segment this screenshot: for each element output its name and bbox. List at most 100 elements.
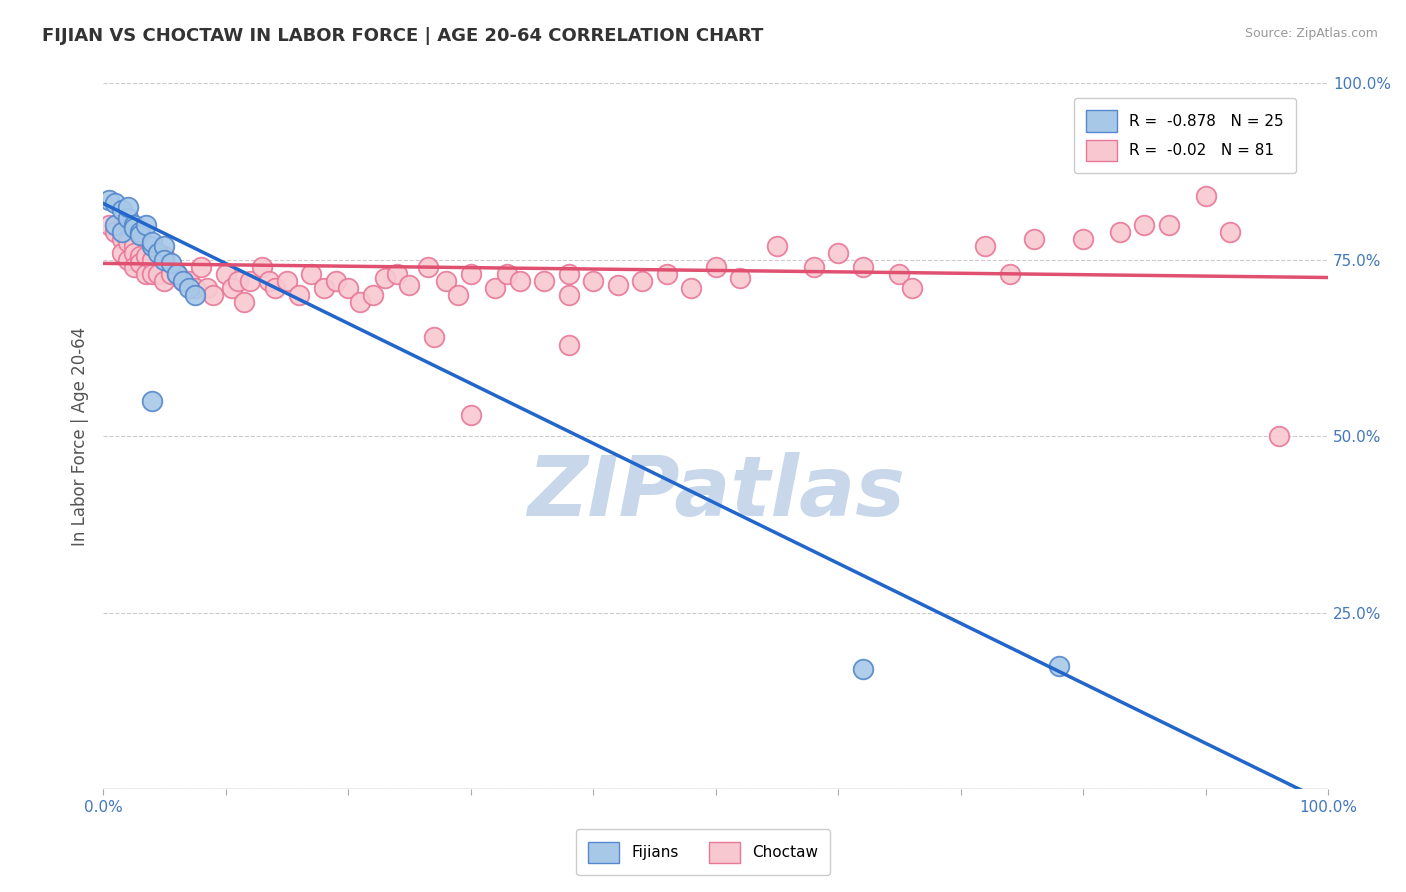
Point bbox=[1219, 225, 1241, 239]
Point bbox=[257, 274, 280, 288]
Point bbox=[434, 274, 457, 288]
Point bbox=[135, 249, 157, 263]
Point bbox=[889, 267, 911, 281]
Point bbox=[1268, 429, 1291, 443]
Point bbox=[141, 235, 163, 250]
Point bbox=[299, 267, 322, 281]
Point bbox=[361, 288, 384, 302]
Point bbox=[122, 245, 145, 260]
Point bbox=[416, 260, 439, 274]
Point bbox=[104, 218, 127, 232]
Point bbox=[557, 267, 579, 281]
Point bbox=[460, 408, 482, 422]
Point bbox=[128, 249, 150, 263]
Point bbox=[681, 281, 703, 295]
Point bbox=[398, 277, 420, 292]
Point bbox=[766, 239, 789, 253]
Point bbox=[827, 245, 849, 260]
Point bbox=[117, 211, 139, 225]
Point bbox=[117, 252, 139, 267]
Legend: Fijians, Choctaw: Fijians, Choctaw bbox=[576, 830, 830, 875]
Point bbox=[148, 245, 170, 260]
Point bbox=[655, 267, 678, 281]
Point bbox=[239, 274, 262, 288]
Point bbox=[631, 274, 654, 288]
Point bbox=[195, 281, 218, 295]
Point bbox=[159, 267, 181, 281]
Point bbox=[128, 228, 150, 243]
Point bbox=[172, 274, 194, 288]
Point bbox=[98, 193, 121, 207]
Point bbox=[110, 203, 132, 218]
Point bbox=[1194, 189, 1216, 203]
Point bbox=[153, 252, 176, 267]
Point bbox=[122, 218, 145, 232]
Point bbox=[728, 270, 751, 285]
Point bbox=[484, 281, 506, 295]
Point bbox=[852, 662, 875, 676]
Point bbox=[1071, 232, 1094, 246]
Point bbox=[153, 249, 176, 263]
Point bbox=[226, 274, 249, 288]
Point bbox=[166, 267, 188, 281]
Point bbox=[135, 267, 157, 281]
Legend: R =  -0.878   N = 25, R =  -0.02   N = 81: R = -0.878 N = 25, R = -0.02 N = 81 bbox=[1074, 98, 1296, 173]
Point bbox=[1047, 658, 1070, 673]
Point bbox=[202, 288, 225, 302]
Point bbox=[190, 260, 212, 274]
Point bbox=[214, 267, 236, 281]
Point bbox=[582, 274, 605, 288]
Point bbox=[349, 295, 371, 310]
Y-axis label: In Labor Force | Age 20-64: In Labor Force | Age 20-64 bbox=[72, 326, 89, 546]
Point bbox=[385, 267, 408, 281]
Point bbox=[141, 239, 163, 253]
Point bbox=[184, 281, 207, 295]
Point bbox=[803, 260, 825, 274]
Point bbox=[104, 225, 127, 239]
Point bbox=[337, 281, 360, 295]
Point bbox=[141, 252, 163, 267]
Point bbox=[172, 274, 194, 288]
Point bbox=[557, 337, 579, 351]
Point bbox=[460, 267, 482, 281]
Point bbox=[122, 221, 145, 235]
Point bbox=[166, 267, 188, 281]
Point bbox=[325, 274, 347, 288]
Point bbox=[288, 288, 311, 302]
Point bbox=[159, 256, 181, 270]
Point bbox=[153, 274, 176, 288]
Point bbox=[141, 267, 163, 281]
Point bbox=[110, 232, 132, 246]
Text: FIJIAN VS CHOCTAW IN LABOR FORCE | AGE 20-64 CORRELATION CHART: FIJIAN VS CHOCTAW IN LABOR FORCE | AGE 2… bbox=[42, 27, 763, 45]
Point bbox=[900, 281, 922, 295]
Point bbox=[852, 260, 875, 274]
Point bbox=[117, 235, 139, 250]
Point bbox=[128, 256, 150, 270]
Point bbox=[117, 200, 139, 214]
Point bbox=[104, 196, 127, 211]
Point bbox=[184, 288, 207, 302]
Point bbox=[135, 218, 157, 232]
Point bbox=[128, 225, 150, 239]
Point bbox=[509, 274, 531, 288]
Point bbox=[1024, 232, 1046, 246]
Point bbox=[1157, 218, 1180, 232]
Point bbox=[312, 281, 335, 295]
Point bbox=[496, 267, 519, 281]
Point bbox=[122, 239, 145, 253]
Point bbox=[252, 260, 274, 274]
Point bbox=[98, 218, 121, 232]
Point bbox=[533, 274, 555, 288]
Point bbox=[221, 281, 243, 295]
Point bbox=[557, 288, 579, 302]
Point bbox=[148, 267, 170, 281]
Text: Source: ZipAtlas.com: Source: ZipAtlas.com bbox=[1244, 27, 1378, 40]
Text: ZIPatlas: ZIPatlas bbox=[527, 452, 904, 533]
Point bbox=[177, 274, 200, 288]
Point bbox=[153, 239, 176, 253]
Point bbox=[122, 260, 145, 274]
Point bbox=[423, 330, 446, 344]
Point bbox=[704, 260, 727, 274]
Point bbox=[606, 277, 628, 292]
Point bbox=[1109, 225, 1132, 239]
